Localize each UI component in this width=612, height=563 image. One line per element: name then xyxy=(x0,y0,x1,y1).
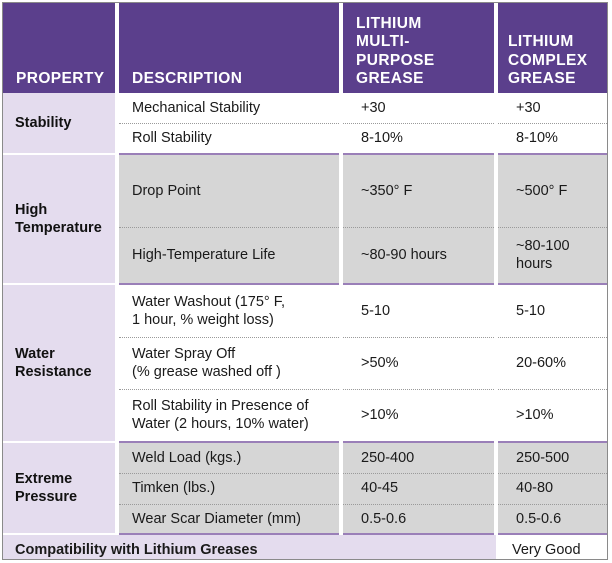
property-extreme-pressure: Extreme Pressure xyxy=(3,442,119,535)
text-line: hours xyxy=(516,256,553,273)
multi-purpose-value: 40-45 xyxy=(341,473,498,505)
property-high-temperature: High Temperature xyxy=(3,154,119,285)
text-line: >10% xyxy=(516,407,554,424)
grease-comparison-table: PROPERTY DESCRIPTION LITHIUM MULTI-PURPO… xyxy=(3,3,607,559)
complex-value: 0.5-0.6 xyxy=(496,504,607,535)
multi-purpose-value: >10% xyxy=(341,389,498,443)
description-cell: Water Spray Off (% grease washed off ) xyxy=(117,337,343,390)
compatibility-row: Compatibility with Lithium Greases Very … xyxy=(3,534,607,559)
text-line: Roll Stability in Presence of xyxy=(132,398,309,415)
text-line: (% grease washed off ) xyxy=(132,364,281,380)
table-row: Timken (lbs.) 40-45 40-80 xyxy=(3,473,607,505)
multi-purpose-value: 0.5-0.6 xyxy=(341,504,498,535)
table-row: Water Resistance Water Washout (175° F, 1 h… xyxy=(3,284,607,443)
text-line: Wear Scar Diameter (mm) xyxy=(132,510,301,527)
property-water-resistance: Water Resistance xyxy=(3,284,119,443)
text-line: 8-10% xyxy=(516,130,558,147)
text-line: 250-500 xyxy=(516,449,570,466)
compatibility-label: Compatibility with Lithium Greases xyxy=(3,534,496,559)
complex-value: 8-10% xyxy=(496,123,607,155)
table-row: High Temperature Drop Point ~350° F ~500° F xyxy=(3,154,607,285)
text-line: Water Washout (175° F, xyxy=(132,293,286,310)
table-row: Roll Stability 8-10% 8-10% xyxy=(3,123,607,155)
text-line: 250-400 xyxy=(361,449,415,466)
text-line: High-Temperature Life xyxy=(132,247,276,264)
table-row: Extreme Pressure Weld Load (kgs.) 250-400 25… xyxy=(3,442,607,535)
text-line: Mechanical Stability xyxy=(132,99,261,116)
multi-purpose-value: 8-10% xyxy=(341,123,498,155)
multi-purpose-value: >50% xyxy=(341,337,498,390)
table-row: Wear Scar Diameter (mm) 0.5-0.6 0.5-0.6 xyxy=(3,504,607,535)
text-line: ~350° F xyxy=(361,182,413,199)
complex-value: ~80-100 hours xyxy=(496,227,607,285)
text-line: Roll Stability xyxy=(132,130,212,147)
text-line: >10% xyxy=(361,407,399,424)
text-line: Temperature xyxy=(15,220,102,236)
header-property: PROPERTY xyxy=(3,3,119,93)
text-line: Extreme xyxy=(15,470,73,487)
text-line: 40-45 xyxy=(361,480,399,497)
text-line: Stability xyxy=(15,114,72,131)
multi-purpose-value: 250-400 xyxy=(341,442,498,474)
text-line: Water xyxy=(15,345,55,362)
property-stability: Stability xyxy=(3,93,119,155)
text-line: Resistance xyxy=(15,364,92,380)
header-description: DESCRIPTION xyxy=(117,3,343,93)
text-line: 8-10% xyxy=(361,130,403,147)
text-line: High xyxy=(15,201,48,218)
description-cell: High-Temperature Life xyxy=(117,227,343,285)
table-row: Roll Stability in Presence of Water (2 ho… xyxy=(3,389,607,443)
table-row: Water Spray Off (% grease washed off ) >50… xyxy=(3,337,607,390)
text-line: Drop Point xyxy=(132,182,201,199)
description-cell: Roll Stability xyxy=(117,123,343,155)
description-cell: Water Washout (175° F, 1 hour, % weight l… xyxy=(117,284,343,338)
complex-value: +30 xyxy=(496,93,607,124)
header-lithium-multi-purpose: LITHIUM MULTI-PURPOSE GREASE xyxy=(341,3,498,93)
table-body: Stability Mechanical Stability +30 +30 Roll … xyxy=(3,93,607,559)
text-line: Pressure xyxy=(15,489,78,505)
text-line: Water Spray Off xyxy=(132,345,236,362)
complex-value: 5-10 xyxy=(496,284,607,338)
description-cell: Wear Scar Diameter (mm) xyxy=(117,504,343,535)
multi-purpose-value: +30 xyxy=(341,93,498,124)
text-line: Water (2 hours, 10% water) xyxy=(132,416,309,433)
header-lithium-complex: LITHIUM COMPLEX GREASE xyxy=(496,3,607,93)
multi-purpose-value: ~350° F xyxy=(341,154,498,228)
description-cell: Timken (lbs.) xyxy=(117,473,343,505)
text-line: 0.5-0.6 xyxy=(516,510,562,527)
text-line: ~500° F xyxy=(516,182,568,199)
table-row: High-Temperature Life ~80-90 hours ~80-100… xyxy=(3,227,607,285)
description-cell: Mechanical Stability xyxy=(117,93,343,124)
complex-value: >10% xyxy=(496,389,607,443)
text-line: +30 xyxy=(516,99,541,116)
text-line: +30 xyxy=(361,99,386,116)
complex-value: ~500° F xyxy=(496,154,607,228)
description-cell: Drop Point xyxy=(117,154,343,228)
text-line: ~80-90 hours xyxy=(361,247,447,264)
text-line: Weld Load (kgs.) xyxy=(132,449,242,466)
description-cell: Roll Stability in Presence of Water (2 ho… xyxy=(117,389,343,443)
text-line: 1 hour, % weight loss) xyxy=(132,311,274,328)
header-row: PROPERTY DESCRIPTION LITHIUM MULTI-PURPO… xyxy=(3,3,607,93)
text-line: 5-10 xyxy=(361,302,391,319)
text-line: 40-80 xyxy=(516,480,554,497)
text-line: 20-60% xyxy=(516,354,566,371)
multi-purpose-value: ~80-90 hours xyxy=(341,227,498,285)
text-line: ~80-100 xyxy=(516,238,570,255)
complex-value: 250-500 xyxy=(496,442,607,474)
multi-purpose-value: 5-10 xyxy=(341,284,498,338)
text-line: 0.5-0.6 xyxy=(361,510,407,527)
complex-value: 20-60% xyxy=(496,337,607,390)
text-line: 5-10 xyxy=(516,302,546,319)
description-cell: Weld Load (kgs.) xyxy=(117,442,343,474)
table-row: Stability Mechanical Stability +30 +30 xyxy=(3,93,607,155)
text-line: Timken (lbs.) xyxy=(132,480,216,497)
complex-value: 40-80 xyxy=(496,473,607,505)
compatibility-value: Very Good xyxy=(496,534,607,559)
text-line: >50% xyxy=(361,354,399,371)
